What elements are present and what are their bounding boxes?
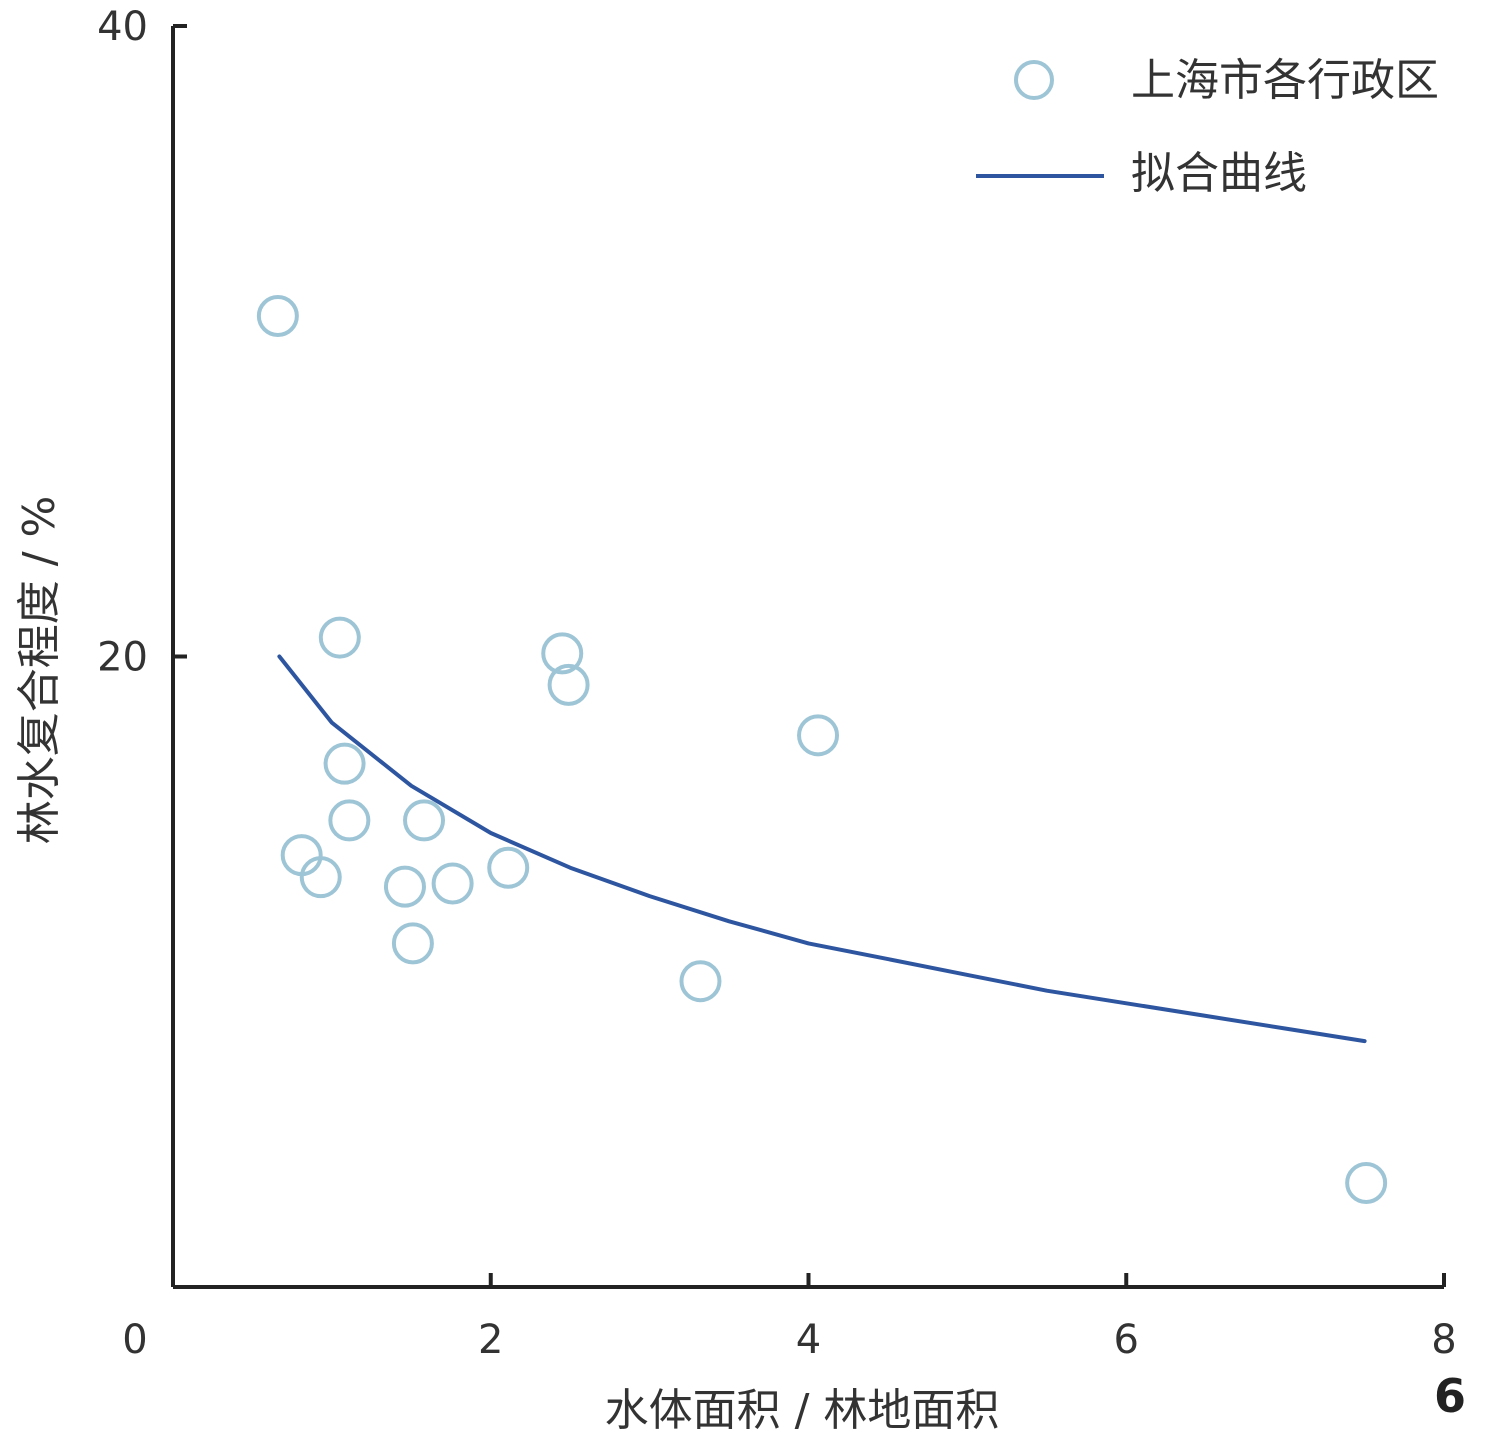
- legend-marker-circle: [1014, 60, 1054, 100]
- scatter-point: [391, 922, 434, 965]
- scatter-point: [679, 960, 722, 1003]
- y-tick-label: 20: [97, 635, 148, 681]
- legend-label-districts: 上海市各行政区: [1131, 55, 1439, 106]
- scatter-point: [403, 799, 446, 842]
- scatter-point: [318, 616, 361, 659]
- scatter-point: [547, 663, 590, 706]
- y-tick-label: 40: [97, 4, 148, 50]
- scatter-point: [487, 846, 530, 889]
- x-tick-label: 2: [478, 1317, 503, 1363]
- scatter-point: [323, 742, 366, 785]
- scatter-point: [299, 856, 342, 899]
- scatter-point: [383, 865, 426, 908]
- scatter-point: [431, 862, 474, 905]
- scatter-point: [256, 295, 299, 338]
- fit-curve-layer: [277, 654, 1367, 1044]
- scatter-points-layer: [256, 295, 1388, 1204]
- y-axis-title: 林水复合程度 / %: [14, 496, 65, 845]
- legend: 上海市各行政区 拟合曲线: [976, 55, 1439, 199]
- scatter-point: [328, 799, 371, 842]
- x-tick-label: 0: [122, 1317, 147, 1363]
- fit-curve: [277, 654, 1367, 1044]
- x-tick-label: 6: [1114, 1317, 1139, 1363]
- axes: [171, 26, 1444, 1289]
- x-tick-label: 8: [1431, 1317, 1456, 1363]
- x-tick-label: 4: [796, 1317, 821, 1363]
- x-axis-title: 水体面积 / 林地面积: [605, 1385, 1000, 1436]
- panel-label: 6: [1434, 1369, 1466, 1423]
- scatter-point: [797, 714, 840, 757]
- scatter-point: [1345, 1161, 1388, 1204]
- legend-label-fit-curve: 拟合曲线: [1131, 148, 1307, 199]
- x-ticks: 0 2 4 6 8: [122, 1273, 1457, 1363]
- scatter-point: [541, 632, 584, 675]
